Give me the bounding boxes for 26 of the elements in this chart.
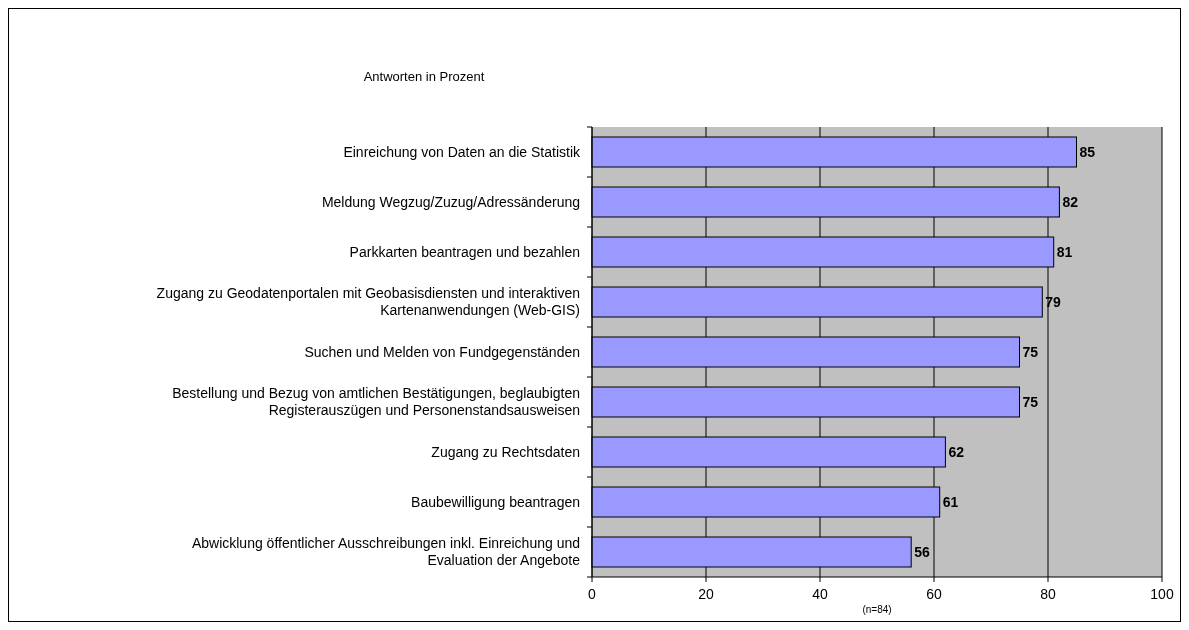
y-tick-label: Zugang zu Geodatenportalen mit Geobasisdiensten und interaktiven Kartenanwendungen (Web-GIS)	[156, 285, 580, 319]
y-tick-label: Baubewilligung beantragen	[411, 493, 580, 510]
data-label: 85	[1079, 143, 1096, 160]
x-tick-label: 100	[1150, 586, 1174, 602]
x-tick-label: 60	[926, 586, 942, 602]
y-tick-label: Zugang zu Rechtsdaten	[431, 443, 580, 460]
y-tick-label: Bestellung und Bezug von amtlichen Bestätigungen, beglaubigten Registerauszügen und Personenstandsausweisen	[172, 385, 580, 419]
x-tick-label: 80	[1040, 586, 1056, 602]
x-tick-label: 20	[698, 586, 714, 602]
data-label: 81	[1056, 243, 1073, 260]
x-tick-label: 40	[812, 586, 828, 602]
data-label: 61	[942, 493, 959, 510]
y-tick-label: Parkkarten beantragen und bezahlen	[349, 243, 580, 260]
x-tick-label: 0	[588, 586, 597, 602]
y-tick-label: Einreichung von Daten an die Statistik	[343, 143, 581, 160]
y-tick-label: Meldung Wegzug/Zuzug/Adressänderung	[321, 193, 580, 210]
data-label: 75	[1022, 393, 1039, 410]
y-tick-label: Abwicklung öffentlicher Ausschreibungen inkl. Einreichung und Evaluation der Angebote	[191, 535, 581, 569]
data-label: 62	[948, 443, 965, 460]
data-label: 79	[1045, 293, 1062, 310]
y-tick-label: Suchen und Melden von Fundgegenständen	[304, 343, 580, 360]
data-label: 56	[914, 543, 930, 560]
text: Antworten in Prozent	[363, 69, 485, 84]
data-label: 75	[1022, 343, 1039, 360]
text: (n=84)	[862, 604, 892, 615]
data-label: 82	[1062, 193, 1079, 210]
